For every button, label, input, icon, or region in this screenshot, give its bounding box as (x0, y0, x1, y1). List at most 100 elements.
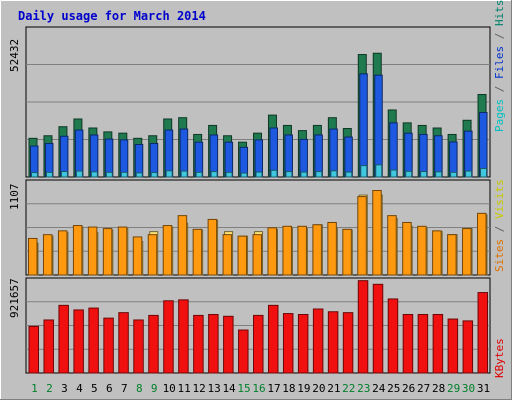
day-label-11: 11 (178, 382, 191, 395)
top-bar-pages-day-21 (330, 170, 338, 178)
top-bar-pages-day-20 (315, 171, 323, 178)
top-bar-pages-day-27 (420, 171, 428, 178)
top-bar-pages-day-8 (135, 172, 143, 178)
top-bar-files-day-16 (254, 139, 264, 178)
bottom-bar-kbytes-day-18 (282, 313, 294, 374)
top-bar-files-day-3 (59, 135, 69, 178)
bottom-bar-kbytes-day-10 (163, 300, 174, 374)
middle-bar-sites-day-2 (42, 234, 53, 276)
middle-bar-sites-day-10 (162, 225, 173, 276)
top-bar-files-day-18 (284, 134, 293, 178)
top-bar-files-day-10 (164, 129, 174, 178)
top-bar-pages-day-9 (150, 172, 158, 178)
bottom-bar-kbytes-day-23 (357, 280, 369, 374)
top-bar-files-day-6 (104, 138, 114, 178)
middle-bar-sites-day-29 (447, 234, 457, 276)
top-bar-files-day-29 (449, 141, 458, 178)
day-label-23: 23 (357, 382, 370, 395)
top-bar-files-day-12 (194, 141, 204, 178)
bottom-bar-kbytes-day-13 (208, 313, 219, 374)
middle-bar-sites-day-8 (132, 236, 143, 276)
top-bar-files-day-19 (299, 138, 308, 178)
day-label-20: 20 (312, 382, 325, 395)
top-bar-pages-day-13 (210, 171, 218, 178)
top-bar-files-day-7 (119, 139, 129, 178)
day-label-16: 16 (252, 382, 265, 395)
day-label-31: 31 (477, 382, 490, 395)
bottom-bar-kbytes-day-5 (88, 307, 99, 374)
middle-bar-sites-day-28 (432, 230, 442, 276)
middle-bar-sites-day-3 (57, 230, 68, 276)
middle-legend: Sites / Visits (493, 179, 506, 272)
top-bar-pages-day-6 (105, 171, 113, 178)
bottom-bar-kbytes-day-8 (133, 319, 144, 374)
top-bar-files-day-17 (269, 127, 278, 178)
top-legend-part-2: Files (493, 46, 506, 79)
middle-legend-part-2: Visits (493, 179, 506, 219)
middle-bar-sites-day-21 (327, 221, 337, 276)
kbytes-panel (25, 277, 491, 374)
day-label-27: 27 (417, 382, 430, 395)
top-bar-pages-day-12 (195, 171, 203, 178)
day-label-6: 6 (106, 382, 113, 395)
bottom-bar-kbytes-day-30 (462, 320, 474, 374)
middle-bar-sites-day-19 (297, 225, 307, 276)
day-label-17: 17 (267, 382, 280, 395)
middle-bar-sites-day-15 (237, 235, 248, 276)
bottom-legend: KBytes (493, 338, 506, 378)
top-bar-files-day-20 (314, 134, 323, 178)
top-bar-pages-day-5 (90, 171, 98, 178)
middle-bar-sites-day-18 (282, 225, 292, 276)
bottom-bar-kbytes-day-31 (477, 292, 489, 374)
top-bar-pages-day-26 (405, 170, 413, 178)
middle-bar-sites-day-16 (252, 234, 263, 276)
bottom-bar-kbytes-day-17 (267, 304, 279, 374)
bottom-bar-kbytes-day-28 (432, 313, 444, 374)
middle-bar-sites-day-1 (28, 237, 38, 276)
top-bar-files-day-31 (479, 112, 488, 178)
middle-bar-sites-day-31 (477, 212, 487, 276)
top-bar-files-day-9 (149, 142, 159, 178)
day-label-1: 1 (31, 382, 38, 395)
bottom-bar-kbytes-day-25 (387, 298, 399, 374)
middle-legend-part-1: / (493, 219, 506, 239)
top-bar-files-day-21 (329, 128, 338, 178)
top-legend-part-1: / (493, 79, 506, 99)
top-bar-files-day-15 (239, 146, 249, 178)
middle-bar-sites-day-24 (372, 190, 382, 276)
day-label-18: 18 (282, 382, 295, 395)
bottom-bar-kbytes-day-9 (148, 314, 159, 374)
top-bar-files-day-22 (344, 136, 353, 178)
day-label-22: 22 (342, 382, 355, 395)
middle-bar-sites-day-23 (357, 196, 367, 276)
day-label-7: 7 (121, 382, 128, 395)
sites-visits-panel (25, 179, 491, 276)
top-bar-pages-day-18 (285, 171, 293, 178)
top-bar-files-day-5 (89, 134, 99, 178)
middle-bar-sites-day-27 (417, 225, 427, 276)
middle-bar-sites-day-17 (267, 227, 277, 276)
middle-bar-sites-day-7 (117, 226, 128, 276)
top-bar-files-day-13 (209, 134, 219, 178)
middle-bar-sites-day-22 (342, 228, 352, 276)
top-legend-part-0: Pages (493, 99, 506, 132)
top-bar-pages-day-25 (390, 169, 398, 178)
bottom-bar-kbytes-day-22 (342, 312, 354, 374)
top-bar-files-day-26 (404, 132, 413, 178)
day-label-8: 8 (136, 382, 143, 395)
hits-files-pages-panel (25, 26, 491, 178)
top-bar-files-day-4 (74, 129, 84, 178)
top-bar-files-day-27 (419, 133, 428, 178)
middle-bar-sites-day-20 (312, 224, 322, 276)
top-bar-pages-day-7 (120, 171, 128, 178)
top-bar-pages-day-14 (225, 171, 233, 178)
top-bar-pages-day-4 (75, 170, 83, 178)
bottom-legend-part-0: KBytes (493, 338, 506, 378)
middle-scale-label: 1107 (8, 184, 21, 211)
top-bar-files-day-28 (434, 135, 443, 178)
middle-bar-sites-day-30 (462, 228, 472, 276)
top-bar-files-day-11 (179, 128, 189, 178)
top-bar-pages-day-16 (255, 171, 263, 178)
top-bar-pages-day-15 (240, 172, 248, 178)
